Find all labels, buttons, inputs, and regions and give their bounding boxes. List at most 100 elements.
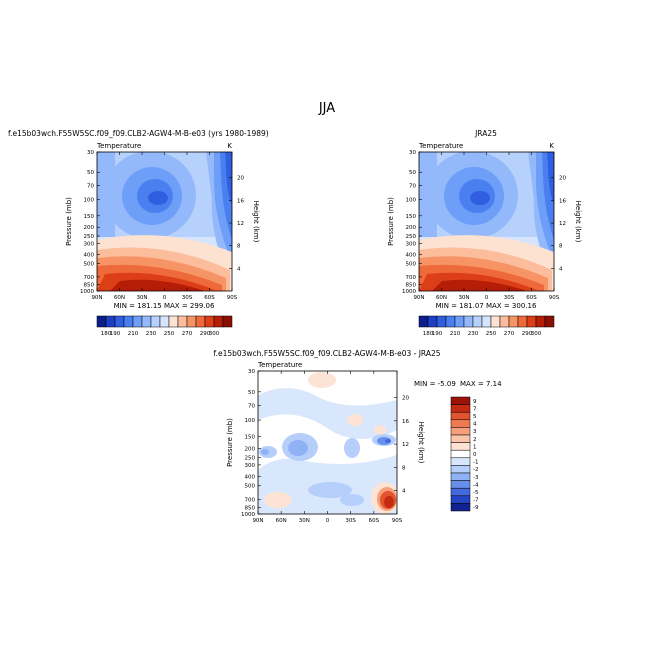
y-tick-label: 500 [84, 262, 95, 268]
y-axis-title: Pressure (mb) [65, 197, 73, 246]
y2-tick-label: 16 [559, 198, 566, 204]
y-tick-label: 70 [409, 184, 416, 190]
y2-tick-label: 8 [559, 244, 563, 250]
page-title: JJA [318, 101, 335, 116]
colorbar-swatch [450, 449, 471, 459]
colorbar-label: 0 [473, 452, 477, 458]
panel-model: f.e15b03wch.F55W5SC.f09_f09.CLB2-AGW4-M-… [8, 129, 269, 337]
colorbar-label: 190 [110, 331, 121, 337]
y2-tick-label: 12 [237, 221, 244, 227]
colorbar-swatch [535, 315, 546, 328]
y-tick-label: 70 [87, 184, 94, 190]
colorbar-swatch [450, 503, 471, 512]
y-tick-label: 1000 [241, 512, 255, 518]
y-axis-title: Pressure (mb) [226, 418, 234, 467]
y2-axis-title: Height (km) [574, 201, 582, 243]
colorbar-label: -9 [473, 505, 479, 511]
colorbar-swatch [168, 315, 179, 328]
panel-obs-stats: MIN = 181.07 MAX = 300.16 [436, 302, 537, 310]
colorbar-label: 230 [146, 331, 157, 337]
colorbar-swatch [195, 315, 206, 328]
colorbar-label: 210 [128, 331, 139, 337]
y2-tick-label: 8 [402, 465, 406, 471]
y-tick-label: 150 [84, 214, 95, 220]
y-tick-label: 850 [84, 283, 95, 289]
x-tick-label: 90S [392, 518, 403, 524]
colorbar-swatch [213, 315, 224, 328]
colorbar-label: -3 [473, 475, 479, 481]
y2-tick-label: 12 [559, 221, 566, 227]
colorbar-swatch [159, 315, 170, 328]
panel-diff-colorbar: 97 5 43 21 0 -1-2 -3-4 -5 -7-9 [450, 396, 479, 512]
y-tick-label: 300 [245, 463, 256, 469]
y2-tick-label: 20 [402, 395, 409, 401]
y-tick-label: 1000 [402, 289, 416, 295]
colorbar-label: 190 [432, 331, 443, 337]
panel-obs-field [419, 152, 554, 291]
x-tick-label: 90N [252, 518, 263, 524]
colorbar-swatch [450, 480, 471, 489]
panel-diff-header: f.e15b03wch.F55W5SC.f09_f09.CLB2-AGW4-M-… [213, 349, 440, 358]
colorbar-swatch [544, 315, 555, 328]
y-tick-label: 400 [245, 475, 256, 481]
y-tick-label: 30 [87, 150, 94, 156]
y-tick-label: 30 [409, 150, 416, 156]
colorbar-label: 300 [209, 331, 220, 337]
colorbar-swatch [472, 315, 483, 328]
y-tick-label: 200 [245, 446, 256, 452]
panel-obs-right-label: K [549, 142, 554, 150]
colorbar-swatch [450, 396, 471, 405]
panel-obs-axes: 90N 60N 30N 0 30S 60S 90S 30 50 70 100 150 200 250300… [387, 150, 582, 301]
x-tick-label: 60N [276, 518, 287, 524]
y-tick-label: 250 [245, 455, 256, 461]
panel-diff-left-label: Temperature [257, 361, 302, 369]
y-tick-label: 400 [84, 253, 95, 259]
colorbar-swatch [481, 315, 492, 328]
y-tick-label: 150 [406, 214, 417, 220]
y-tick-label: 250 [406, 234, 417, 240]
y2-tick-label: 4 [402, 489, 406, 495]
colorbar-label: 290 [522, 331, 533, 337]
y-tick-label: 30 [248, 369, 255, 375]
x-tick-label: 60N [436, 295, 447, 301]
y-tick-label: 50 [87, 170, 94, 176]
y2-tick-label: 16 [237, 198, 244, 204]
colorbar-swatch [450, 472, 471, 481]
colorbar-swatch [204, 315, 215, 328]
x-tick-label: 30N [136, 295, 147, 301]
panel-model-right-label: K [227, 142, 232, 150]
y2-tick-label: 4 [237, 266, 241, 272]
colorbar-label: -2 [473, 467, 478, 473]
colorbar-label: -1 [473, 460, 478, 466]
colorbar-swatch [427, 315, 438, 328]
colorbar-label: -5 [473, 490, 479, 496]
y-tick-label: 50 [248, 390, 255, 396]
panel-diff-axes: 90N 60N 30N 0 30S 60S 90S 30 50 70 100 150 200 250 300… [226, 369, 425, 524]
x-tick-label: 60S [526, 295, 537, 301]
y-tick-label: 100 [245, 418, 256, 424]
y-tick-label: 700 [245, 497, 256, 503]
colorbar-label: -7 [473, 498, 479, 504]
y-tick-label: 250 [84, 234, 95, 240]
y-tick-label: 100 [406, 198, 417, 204]
colorbar-swatch [450, 404, 471, 413]
x-tick-label: 0 [485, 295, 489, 301]
panel-model-left-label: Temperature [96, 142, 141, 150]
y-tick-label: 100 [84, 198, 95, 204]
colorbar-swatch [96, 315, 107, 328]
colorbar-swatch [450, 442, 471, 451]
y-tick-label: 850 [406, 283, 417, 289]
colorbar-swatch [436, 315, 447, 328]
y-tick-label: 200 [406, 225, 417, 231]
colorbar-swatch [499, 315, 510, 328]
colorbar-swatch [450, 487, 471, 497]
y-tick-label: 700 [406, 275, 417, 281]
y2-axis-title: Height (km) [417, 422, 425, 464]
colorbar-swatch [114, 315, 125, 328]
panel-diff-min: MIN = -5.09 [414, 380, 456, 388]
x-tick-label: 90S [227, 295, 238, 301]
y-tick-label: 300 [84, 241, 95, 247]
colorbar-swatch [150, 315, 161, 328]
panel-diff-max: MAX = 7.14 [460, 380, 502, 388]
colorbar-label: 270 [182, 331, 193, 337]
